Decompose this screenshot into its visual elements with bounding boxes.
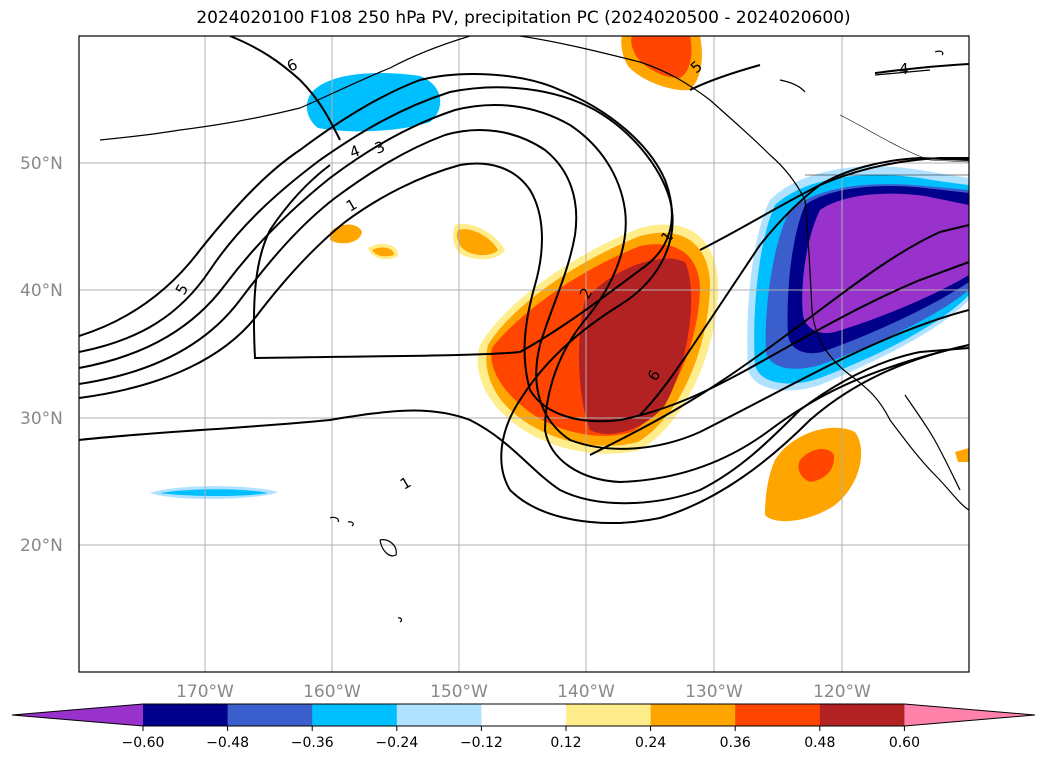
lon-label-130w: 130°W: [685, 682, 743, 702]
colorbar-tick-label: −0.48: [206, 735, 249, 751]
lon-label-150w: 150°W: [430, 682, 488, 702]
positive-anomaly-small-1: [330, 224, 362, 244]
lon-label-160w: 160°W: [303, 682, 361, 702]
colorbar-segment: [481, 704, 567, 726]
map-content: 6 4 3 1 5 2 1 6 5 4 1: [79, 36, 969, 672]
colorbar-segment: [650, 704, 736, 726]
colorbar-segment: [735, 704, 821, 726]
longitude-labels: 170°W 160°W 150°W 140°W 130°W 120°W: [176, 682, 871, 702]
pv-contours: [79, 36, 969, 524]
lon-label-120w: 120°W: [813, 682, 871, 702]
colorbar-tick-label: −0.60: [122, 735, 165, 751]
map-frame: [78, 35, 970, 673]
colorbar-tick-label: 0.48: [804, 735, 835, 751]
colorbar-segment: [312, 704, 398, 726]
latitude-labels: 50°N 40°N 30°N 20°N: [20, 154, 63, 556]
colorbar-tick-label: −0.24: [375, 735, 418, 751]
colorbar-tick-label: 0.12: [550, 735, 581, 751]
colorbar-tick-label: 0.24: [635, 735, 666, 751]
colorbar-tick-label: −0.12: [460, 735, 503, 751]
colorbar-tick-label: −0.36: [291, 735, 334, 751]
contour-label: 4: [899, 60, 909, 78]
colorbar-extend-low: [12, 704, 143, 726]
colorbar-segment: [396, 704, 482, 726]
colorbar-segment: [227, 704, 313, 726]
colorbar-segment: [566, 704, 652, 726]
colorbar-extend-high: [904, 704, 1035, 726]
lat-label-20n: 20°N: [20, 536, 63, 556]
lat-label-40n: 40°N: [20, 281, 63, 301]
colorbar-segment: [143, 704, 229, 726]
colorbar: −0.60 −0.48 −0.36 −0.24 −0.12 0.12 0.24 0.36 0.4…: [11, 703, 1036, 751]
colorbar-tick-label: 0.60: [889, 735, 920, 751]
colorbar-tick-label: 0.36: [720, 735, 751, 751]
colorbar-segment: [819, 704, 905, 726]
lon-label-170w: 170°W: [176, 682, 234, 702]
lat-label-30n: 30°N: [20, 409, 63, 429]
map-title: 2024020100 F108 250 hPa PV, precipitatio…: [196, 8, 851, 28]
lon-label-140w: 140°W: [557, 682, 615, 702]
precip-shading: [150, 36, 969, 522]
lat-label-50n: 50°N: [20, 154, 63, 174]
